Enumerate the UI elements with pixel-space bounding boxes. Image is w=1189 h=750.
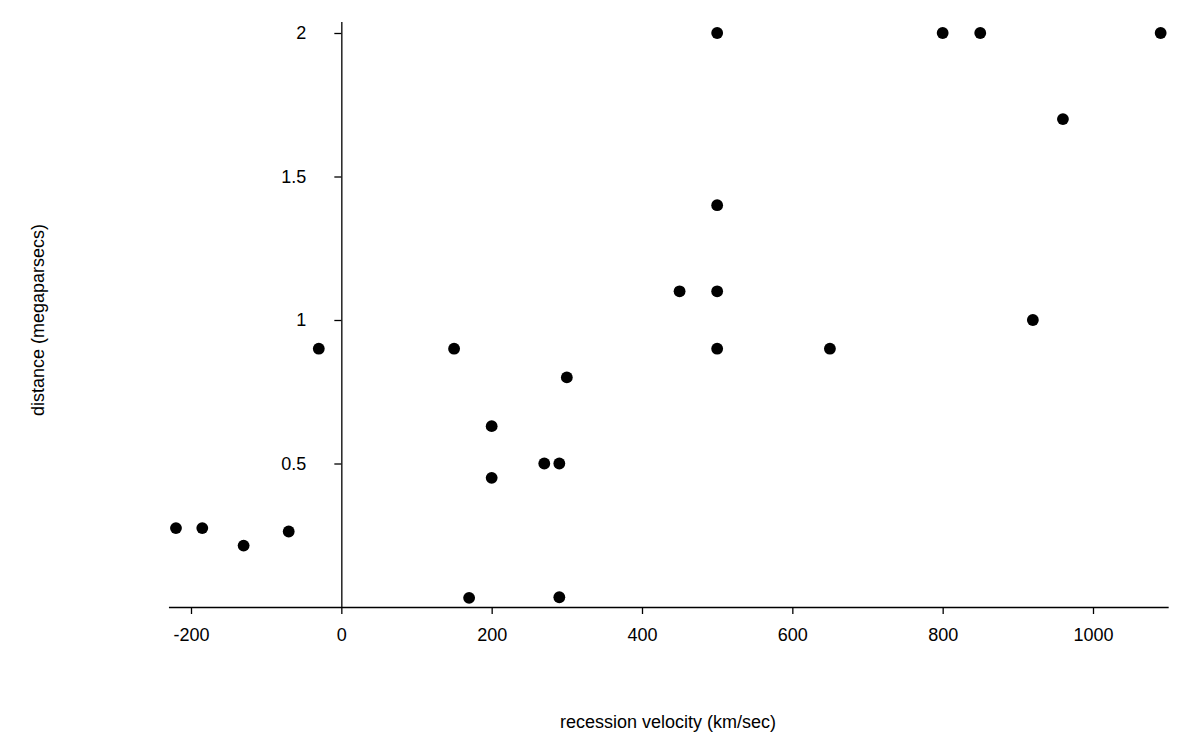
x-tick: 200 <box>477 607 507 645</box>
point <box>711 285 723 297</box>
x-tick-label: 400 <box>627 625 657 645</box>
y-tick: 1.5 <box>281 167 341 187</box>
y-axis: 0.5 1 1.5 2 <box>281 22 342 607</box>
x-tick: 0 <box>337 607 347 645</box>
point <box>486 420 498 432</box>
y-axis-line <box>341 22 342 607</box>
x-tick-mark <box>341 607 342 614</box>
x-tick-label: 1000 <box>1073 625 1113 645</box>
x-tick: 1000 <box>1073 607 1113 645</box>
x-tick: -200 <box>173 607 209 645</box>
y-axis-title: distance (megaparsecs) <box>28 224 48 416</box>
point <box>196 522 208 534</box>
point <box>711 343 723 355</box>
point <box>1057 113 1069 125</box>
x-tick-label: 800 <box>928 625 958 645</box>
point <box>824 343 836 355</box>
x-tick-mark <box>792 607 793 614</box>
y-tick-mark <box>334 176 341 177</box>
x-tick-mark <box>943 607 944 614</box>
y-tick: 1 <box>296 310 341 330</box>
point <box>553 591 565 603</box>
y-tick-mark <box>334 33 341 34</box>
y-tick-mark <box>334 463 341 464</box>
x-axis-title: recession velocity (km/sec) <box>560 712 776 732</box>
x-tick-mark <box>492 607 493 614</box>
point <box>538 458 550 470</box>
y-tick: 0.5 <box>281 454 341 474</box>
point <box>448 343 460 355</box>
x-tick-label: -200 <box>173 625 209 645</box>
points <box>170 27 1167 604</box>
x-tick-mark <box>1093 607 1094 614</box>
x-tick-mark <box>642 607 643 614</box>
point <box>974 27 986 39</box>
point <box>486 472 498 484</box>
x-tick-label: 0 <box>337 625 347 645</box>
point <box>1027 314 1039 326</box>
x-tick: 800 <box>928 607 958 645</box>
point <box>170 522 182 534</box>
point <box>238 540 250 552</box>
point <box>711 27 723 39</box>
chart: -200 0 200 400 600 800 1000 0.5 1 1.5 2 recession v… <box>0 0 1189 750</box>
y-tick-label: 0.5 <box>281 454 306 474</box>
point <box>937 27 949 39</box>
point <box>561 371 573 383</box>
y-tick-label: 1.5 <box>281 167 306 187</box>
y-tick-label: 2 <box>296 23 306 43</box>
x-tick-mark <box>191 607 192 614</box>
point <box>553 458 565 470</box>
point <box>283 526 295 538</box>
x-tick: 400 <box>627 607 657 645</box>
y-tick-mark <box>334 320 341 321</box>
point <box>463 592 475 604</box>
x-axis-line <box>169 607 1169 608</box>
y-tick-label: 1 <box>296 310 306 330</box>
x-tick-label: 200 <box>477 625 507 645</box>
point <box>711 199 723 211</box>
point <box>313 343 325 355</box>
point <box>1155 27 1167 39</box>
x-axis: -200 0 200 400 600 800 1000 <box>169 607 1169 645</box>
x-tick-label: 600 <box>778 625 808 645</box>
y-tick: 2 <box>296 23 341 43</box>
point <box>674 285 686 297</box>
x-tick: 600 <box>778 607 808 645</box>
